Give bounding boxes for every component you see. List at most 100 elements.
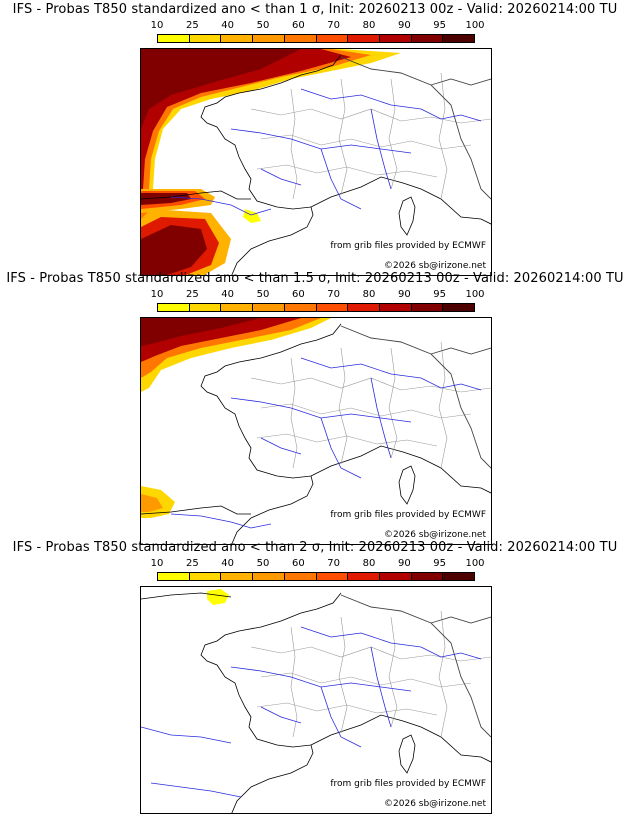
- colorbar-legend: 10 25 40 50 60 70 80 90 95 100: [151, 20, 485, 48]
- colorbar-swatch: [316, 304, 349, 311]
- colorbar-swatch: [189, 573, 222, 580]
- colorbar-swatch: [189, 304, 222, 311]
- credit-source: from grib files provided by ECMWF: [330, 241, 486, 251]
- colorbar-label: 10: [150, 289, 164, 300]
- colorbar-label: 10: [150, 558, 164, 569]
- colorbar-swatch: [316, 35, 349, 42]
- panel-title: IFS - Probas T850 standardized ano < tha…: [12, 2, 618, 17]
- rivers: [170, 357, 482, 529]
- colorbar-legend: 10 25 40 50 60 70 80 90 95 100: [151, 289, 485, 317]
- colorbar-swatches: [157, 303, 475, 312]
- colorbar-swatch: [189, 35, 222, 42]
- map-svg: [141, 589, 491, 813]
- probability-map: from grib files provided by ECMWF ©2026 …: [140, 48, 492, 276]
- colorbar-labels: 10 25 40 50 60 70 80 90 95 100: [151, 20, 485, 32]
- credit-source: from grib files provided by ECMWF: [330, 510, 486, 520]
- colorbar-swatch: [221, 304, 254, 311]
- colorbar-swatch: [221, 573, 254, 580]
- coastline: [200, 54, 342, 275]
- colorbar-swatch: [348, 304, 380, 311]
- credit-copyright: ©2026 sb@irizone.net: [384, 261, 486, 271]
- credit-copyright: ©2026 sb@irizone.net: [384, 799, 486, 809]
- colorbar-label: 25: [185, 20, 199, 31]
- colorbar-label: 60: [291, 289, 305, 300]
- colorbar-label: 50: [256, 289, 270, 300]
- colorbar-swatch: [379, 35, 412, 42]
- probability-map: from grib files provided by ECMWF ©2026 …: [140, 317, 492, 545]
- colorbar-label: 90: [397, 20, 411, 31]
- credit-source: from grib files provided by ECMWF: [330, 779, 486, 789]
- colorbar-label: 90: [397, 558, 411, 569]
- colorbar-label: 40: [221, 558, 235, 569]
- admin-borders: [250, 341, 491, 469]
- map-svg: [141, 318, 491, 544]
- colorbar-swatch: [443, 304, 475, 311]
- colorbar-swatch: [411, 35, 444, 42]
- colorbar-swatch: [411, 304, 444, 311]
- map-svg: [141, 49, 491, 275]
- colorbar-label: 60: [291, 20, 305, 31]
- colorbar-label: 70: [327, 20, 341, 31]
- colorbar-label: 80: [362, 558, 376, 569]
- colorbar-label: 80: [362, 20, 376, 31]
- map-panel-1-sigma: IFS - Probas T850 standardized ano < tha…: [0, 0, 630, 276]
- colorbar-label: 40: [221, 20, 235, 31]
- panel-title: IFS - Probas T850 standardized ano < tha…: [12, 540, 618, 555]
- map-panel-1-5-sigma: IFS - Probas T850 standardized ano < tha…: [0, 269, 630, 545]
- colorbar-label: 80: [362, 289, 376, 300]
- colorbar-label: 70: [327, 289, 341, 300]
- corsica-outline: [398, 465, 416, 505]
- colorbar-swatch: [348, 35, 380, 42]
- colorbar-swatch: [158, 304, 190, 311]
- colorbar-swatch: [158, 35, 190, 42]
- probability-field: [141, 318, 331, 518]
- colorbar-label: 25: [185, 558, 199, 569]
- colorbar-label: 50: [256, 558, 270, 569]
- colorbar-label: 40: [221, 289, 235, 300]
- colorbar-swatch: [284, 35, 317, 42]
- colorbar-swatch: [158, 573, 190, 580]
- colorbar-labels: 10 25 40 50 60 70 80 90 95 100: [151, 289, 485, 301]
- colorbar-swatch: [284, 573, 317, 580]
- credit-copyright: ©2026 sb@irizone.net: [384, 530, 486, 540]
- probability-field: [207, 589, 229, 605]
- colorbar-label: 90: [397, 289, 411, 300]
- colorbar-label: 70: [327, 558, 341, 569]
- colorbar-legend: 10 25 40 50 60 70 80 90 95 100: [151, 558, 485, 586]
- colorbar-label: 95: [433, 20, 447, 31]
- panel-title: IFS - Probas T850 standardized ano < tha…: [6, 271, 624, 286]
- colorbar-swatches: [157, 34, 475, 43]
- colorbar-label: 100: [465, 20, 485, 31]
- corsica-outline: [398, 196, 416, 236]
- map-panel-2-sigma: IFS - Probas T850 standardized ano < tha…: [0, 538, 630, 814]
- colorbar-label: 100: [465, 289, 485, 300]
- colorbar-swatch: [348, 573, 380, 580]
- colorbar-swatch: [316, 573, 349, 580]
- colorbar-label: 50: [256, 20, 270, 31]
- colorbar-labels: 10 25 40 50 60 70 80 90 95 100: [151, 558, 485, 570]
- colorbar-swatch: [443, 573, 475, 580]
- rivers: [141, 626, 482, 798]
- colorbar-swatch: [379, 573, 412, 580]
- colorbar-label: 95: [433, 289, 447, 300]
- colorbar-swatch: [284, 304, 317, 311]
- coastline: [200, 592, 342, 813]
- admin-borders: [250, 72, 491, 200]
- colorbar-swatch: [253, 35, 285, 42]
- admin-borders: [250, 610, 491, 738]
- colorbar-label: 25: [185, 289, 199, 300]
- colorbar-swatch: [253, 573, 285, 580]
- probability-map: from grib files provided by ECMWF ©2026 …: [140, 586, 492, 814]
- colorbar-label: 95: [433, 558, 447, 569]
- colorbar-swatch: [411, 573, 444, 580]
- colorbar-label: 100: [465, 558, 485, 569]
- corsica-outline: [398, 734, 416, 774]
- colorbar-swatches: [157, 572, 475, 581]
- colorbar-swatch: [443, 35, 475, 42]
- coastline: [200, 323, 342, 544]
- colorbar-label: 60: [291, 558, 305, 569]
- colorbar-swatch: [253, 304, 285, 311]
- colorbar-label: 10: [150, 20, 164, 31]
- rivers: [170, 88, 482, 216]
- colorbar-swatch: [221, 35, 254, 42]
